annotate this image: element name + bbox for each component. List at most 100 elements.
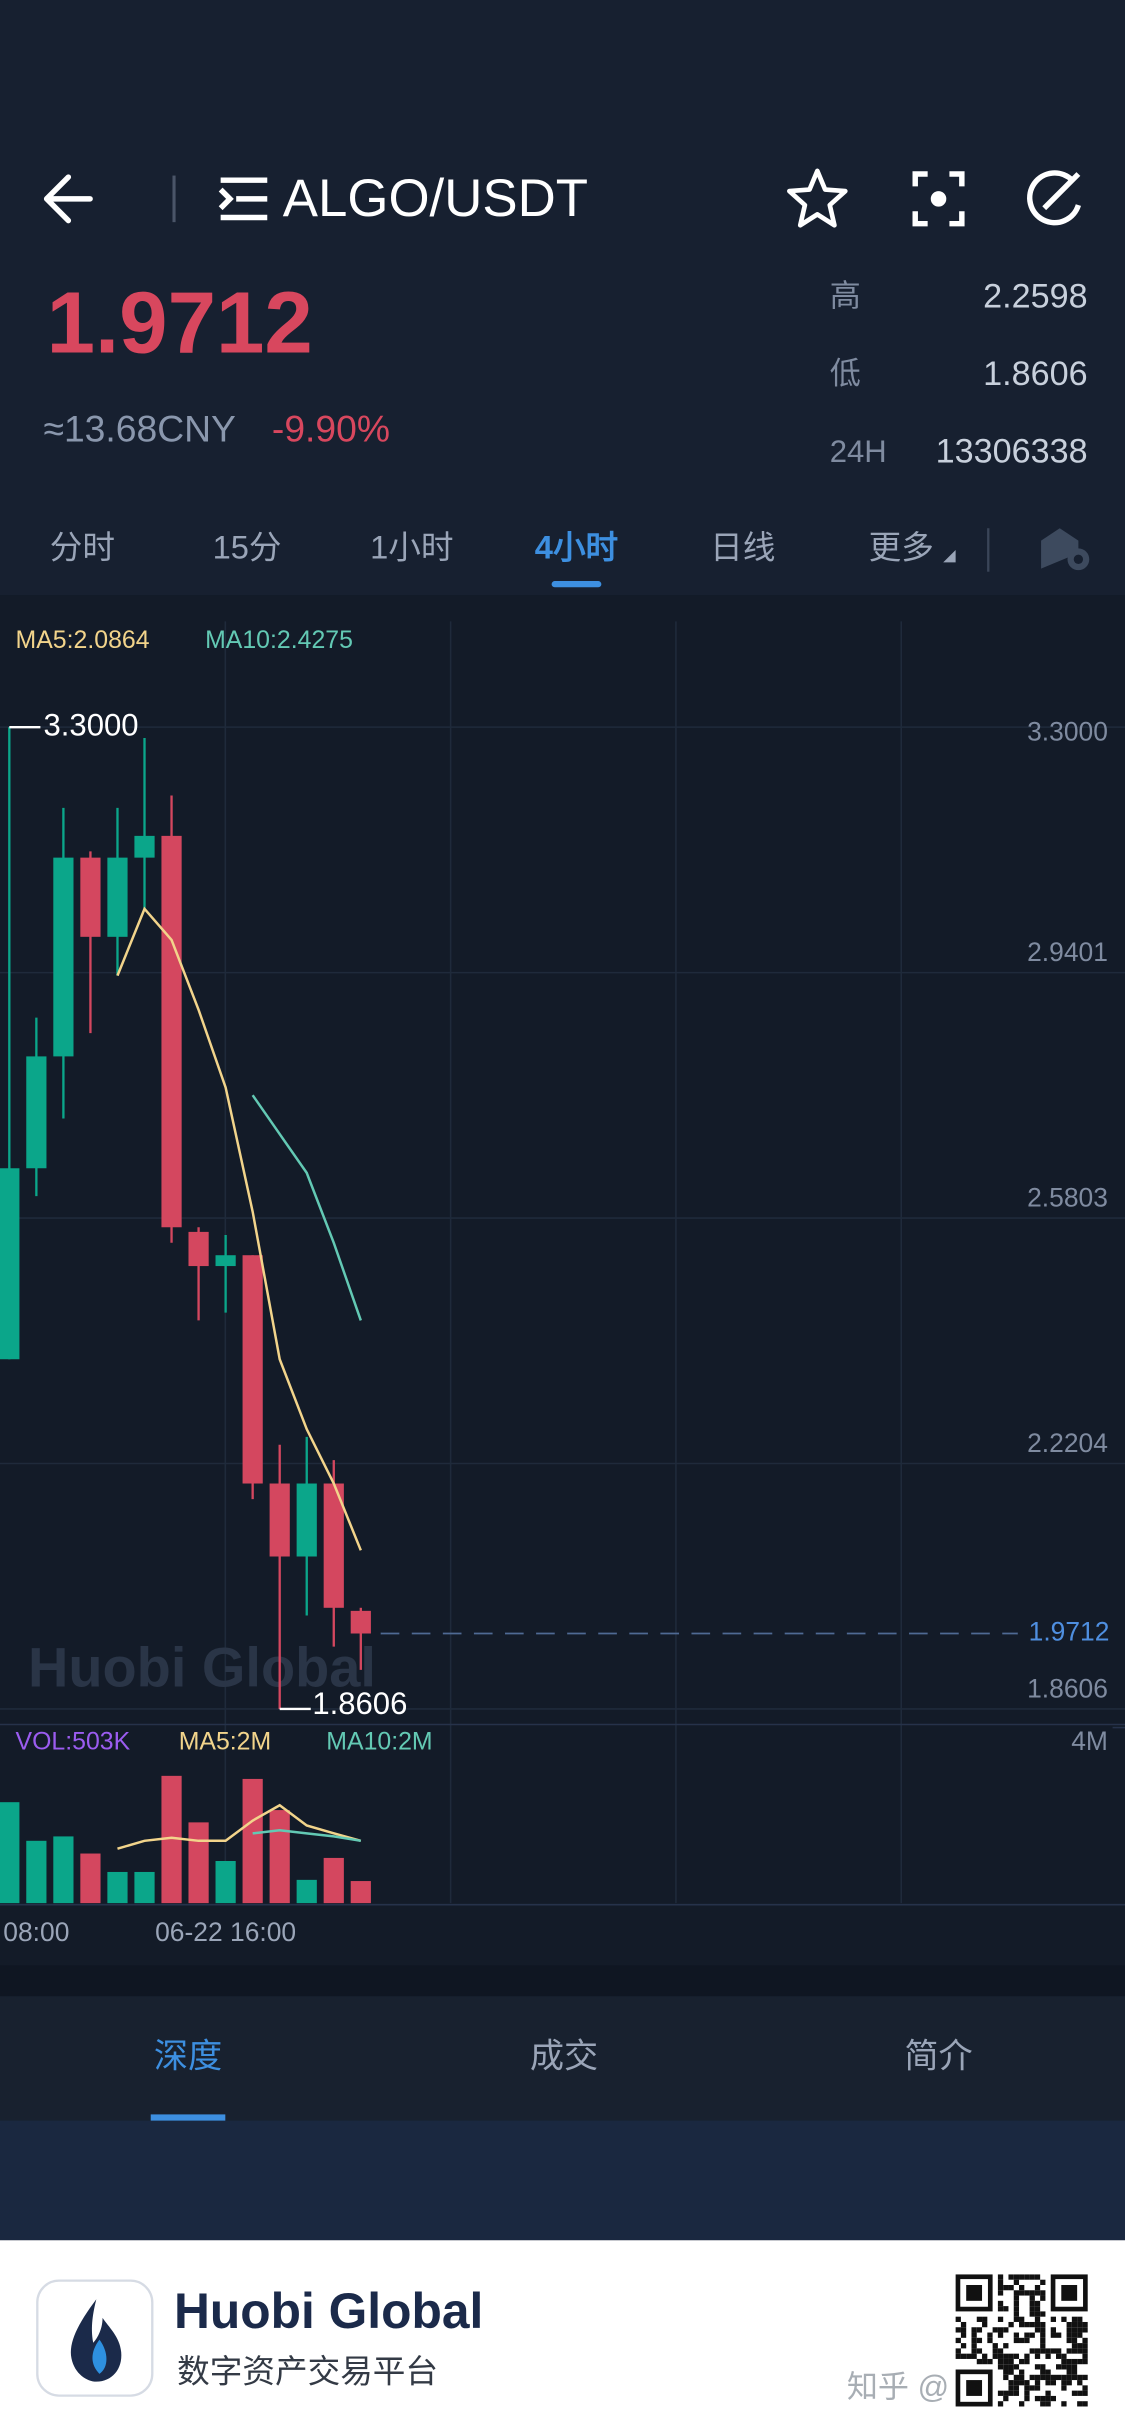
qr-cell — [1040, 2332, 1046, 2338]
qr-cell — [1045, 2374, 1051, 2381]
qr-cell — [1029, 2311, 1035, 2317]
candle-body — [107, 857, 128, 937]
qr-code — [955, 2274, 1088, 2407]
volume-bar — [269, 1810, 290, 1904]
qr-cell — [1008, 2364, 1014, 2370]
high-marker-label: 3.3000 — [44, 707, 139, 742]
qr-cell — [1008, 2369, 1014, 2375]
qr-cell — [1066, 2332, 1072, 2338]
qr-cell — [1024, 2337, 1030, 2344]
qr-cell — [1050, 2348, 1057, 2354]
bottom-tabs-bg — [0, 1996, 1125, 2121]
qr-cell — [1061, 2401, 1067, 2407]
qr-cell — [1034, 2300, 1041, 2307]
qr-cell — [1019, 2358, 1025, 2365]
price: 1.9712 — [47, 274, 313, 371]
interval-tab[interactable]: 日线 — [710, 529, 775, 566]
low-marker-label: 1.8606 — [312, 1686, 407, 1721]
back-button[interactable] — [43, 174, 93, 224]
interval-tab[interactable]: 1小时 — [370, 529, 453, 566]
qr-cell — [1024, 2380, 1030, 2386]
candle-body — [296, 1483, 317, 1557]
qr-cell — [997, 2279, 1004, 2285]
qr-cell — [955, 2353, 961, 2359]
qr-cell — [1082, 2337, 1088, 2344]
qr-cell — [1029, 2300, 1035, 2307]
volume-label: VOL:503K — [16, 1729, 131, 1756]
qr-cell — [1008, 2358, 1014, 2365]
qr-cell — [1034, 2306, 1041, 2312]
bottom-tab[interactable]: 简介 — [904, 2038, 972, 2076]
qr-cell — [992, 2348, 998, 2354]
volume-bar — [350, 1881, 371, 1904]
settings-icon[interactable] — [1041, 528, 1090, 571]
qr-cell — [1013, 2306, 1020, 2312]
interval-tab[interactable]: 4小时 — [535, 529, 618, 566]
interval-tab[interactable]: 15分 — [213, 529, 282, 566]
star-icon[interactable] — [787, 168, 848, 228]
tab-underline — [551, 581, 602, 588]
qr-cell — [1061, 2358, 1067, 2365]
bottom-tab[interactable]: 深度 — [154, 2038, 222, 2076]
chart: 3.3000 2.9401 2.5803 2.2204 1.8606 MA5:2.0864… — [0, 627, 1125, 1947]
qr-cell — [1019, 2374, 1025, 2381]
qr-cell — [1013, 2316, 1020, 2322]
qr-cell — [1029, 2321, 1035, 2328]
qr-cell — [1024, 2353, 1030, 2359]
qr-cell — [1066, 2369, 1072, 2375]
qr-cell — [971, 2353, 977, 2359]
qr-cell — [1034, 2316, 1041, 2322]
qr-cell — [1003, 2327, 1009, 2333]
qr-cell — [1003, 2369, 1009, 2375]
qr-cell — [1050, 2327, 1057, 2333]
qr-cell — [1045, 2353, 1051, 2359]
qr-cell — [1061, 2364, 1067, 2370]
qr-cell — [1077, 2343, 1083, 2349]
qr-cell — [1034, 2395, 1041, 2402]
ma-line — [252, 1829, 362, 1843]
qr-cell — [1003, 2374, 1009, 2381]
qr-cell — [1013, 2353, 1020, 2359]
qr-cell — [1029, 2348, 1035, 2354]
menu-icon[interactable] — [218, 177, 268, 221]
qr-cell — [997, 2353, 1004, 2359]
qr-cell — [1034, 2348, 1041, 2354]
qr-cell — [1029, 2274, 1035, 2280]
interval-tab[interactable]: 更多 — [869, 529, 934, 566]
qr-cell — [987, 2337, 993, 2344]
qr-finder-core — [1061, 2284, 1078, 2301]
qr-cell — [1071, 2337, 1078, 2344]
qr-finder — [955, 2274, 993, 2312]
screenshot-icon[interactable] — [912, 171, 965, 227]
qr-finder — [1050, 2274, 1088, 2312]
last-price-label: 1.9712 — [1029, 1616, 1110, 1646]
qr-cell — [1056, 2374, 1062, 2381]
qr-cell — [966, 2353, 972, 2359]
stat-value: 13306338 — [936, 433, 1088, 471]
legend-entry: MA5:2M — [179, 1729, 272, 1756]
stat-value: 2.2598 — [983, 277, 1088, 315]
legend-entry: MA5:2.0864 — [16, 627, 150, 654]
qr-cell — [1024, 2321, 1030, 2328]
interval-tab[interactable]: 分时 — [50, 529, 115, 566]
refresh-icon[interactable] — [1027, 170, 1081, 226]
bottom-tab[interactable]: 成交 — [530, 2038, 598, 2076]
qr-cell — [1013, 2311, 1020, 2317]
footer-tagline: 数字资产交易平台 — [177, 2352, 438, 2389]
qr-cell — [955, 2316, 961, 2322]
qr-cell — [1082, 2343, 1088, 2349]
qr-cell — [992, 2353, 998, 2359]
qr-cell — [1061, 2385, 1067, 2391]
candle-body — [242, 1255, 263, 1484]
legend-entry: MA10:2M — [326, 1729, 432, 1756]
qr-cell — [1013, 2279, 1020, 2285]
qr-cell — [1077, 2374, 1083, 2381]
volume-bar — [80, 1853, 101, 1904]
qr-cell — [1034, 2274, 1041, 2280]
qr-cell — [1003, 2284, 1009, 2291]
qr-cell — [1082, 2374, 1088, 2381]
stats: 高 2.2598 低 1.8606 24H 13306338 — [830, 277, 1088, 470]
qr-cell — [1034, 2327, 1041, 2333]
qr-cell — [1077, 2332, 1083, 2338]
